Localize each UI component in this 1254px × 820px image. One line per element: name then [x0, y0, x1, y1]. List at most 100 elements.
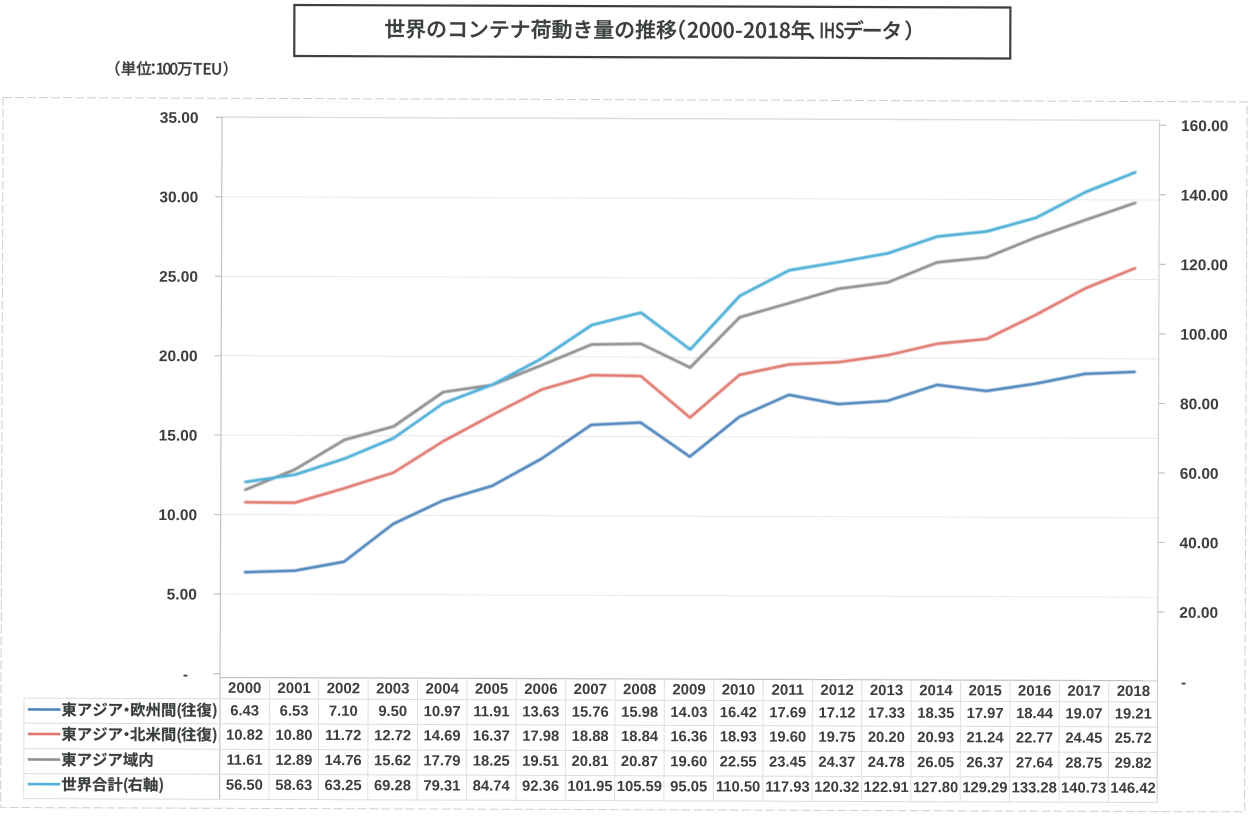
svg-text:29.82: 29.82: [1115, 756, 1152, 772]
svg-text:15.98: 15.98: [621, 705, 658, 721]
svg-text:2014: 2014: [919, 682, 953, 699]
svg-text:20.81: 20.81: [572, 754, 609, 770]
svg-text:18.88: 18.88: [572, 729, 609, 745]
svg-text:27.64: 27.64: [1016, 755, 1054, 771]
svg-text:140.00: 140.00: [1181, 188, 1228, 205]
svg-text:2015: 2015: [969, 682, 1002, 699]
svg-text:2001: 2001: [277, 680, 310, 697]
svg-text:12.72: 12.72: [374, 728, 411, 744]
svg-text:2013: 2013: [870, 682, 903, 699]
svg-text:15.62: 15.62: [374, 753, 411, 769]
svg-text:2002: 2002: [327, 680, 360, 697]
svg-text:17.69: 17.69: [769, 705, 806, 721]
svg-text:14.69: 14.69: [424, 728, 461, 744]
svg-text:10.80: 10.80: [275, 728, 312, 744]
svg-text:63.25: 63.25: [325, 778, 362, 794]
svg-text:12.89: 12.89: [275, 753, 312, 769]
svg-text:2004: 2004: [426, 680, 460, 697]
svg-text:110.50: 110.50: [716, 779, 761, 795]
svg-text:127.80: 127.80: [913, 780, 958, 796]
svg-text:24.78: 24.78: [868, 755, 905, 771]
svg-text:117.93: 117.93: [765, 780, 810, 796]
svg-text:20.93: 20.93: [917, 730, 954, 746]
svg-text:28.75: 28.75: [1065, 756, 1102, 772]
svg-text:24.37: 24.37: [818, 755, 855, 771]
svg-text:19.75: 19.75: [818, 730, 855, 746]
svg-text:146.42: 146.42: [1110, 781, 1155, 797]
svg-text:19.60: 19.60: [670, 754, 707, 770]
svg-text:35.00: 35.00: [160, 110, 199, 127]
svg-text:69.28: 69.28: [374, 778, 411, 794]
svg-text:18.93: 18.93: [720, 729, 757, 745]
svg-text:22.55: 22.55: [720, 754, 757, 770]
svg-text:56.50: 56.50: [226, 778, 263, 794]
svg-text:84.74: 84.74: [473, 779, 511, 795]
svg-text:17.97: 17.97: [967, 706, 1004, 722]
svg-text:5.00: 5.00: [167, 586, 197, 603]
svg-text:80.00: 80.00: [1180, 396, 1219, 413]
svg-text:20.00: 20.00: [159, 348, 198, 365]
svg-text:6.53: 6.53: [280, 704, 309, 720]
svg-text:79.31: 79.31: [423, 778, 460, 794]
svg-text:18.44: 18.44: [1016, 706, 1054, 722]
svg-text:2012: 2012: [820, 682, 853, 699]
svg-text:14.03: 14.03: [670, 705, 707, 721]
svg-text:60.00: 60.00: [1180, 466, 1219, 483]
svg-text:129.29: 129.29: [962, 780, 1007, 796]
svg-text:7.10: 7.10: [329, 704, 358, 720]
svg-text:15.00: 15.00: [159, 428, 198, 445]
svg-text:2010: 2010: [722, 682, 755, 699]
svg-text:92.36: 92.36: [522, 779, 559, 795]
svg-text:25.00: 25.00: [159, 269, 198, 286]
svg-text:120.00: 120.00: [1180, 257, 1227, 274]
svg-text:23.45: 23.45: [769, 755, 806, 771]
svg-text:13.63: 13.63: [522, 704, 559, 720]
svg-text:40.00: 40.00: [1180, 535, 1219, 552]
svg-text:2007: 2007: [574, 681, 607, 698]
svg-text:11.61: 11.61: [226, 753, 262, 769]
svg-text:20.87: 20.87: [621, 754, 658, 770]
svg-text:17.12: 17.12: [819, 705, 856, 721]
svg-text:19.21: 19.21: [1115, 706, 1152, 722]
svg-text:2003: 2003: [376, 680, 409, 697]
svg-text:25.72: 25.72: [1115, 731, 1152, 747]
svg-text:105.59: 105.59: [617, 779, 662, 795]
svg-text:9.50: 9.50: [378, 704, 407, 720]
svg-text:30.00: 30.00: [159, 189, 198, 206]
svg-text:26.37: 26.37: [966, 755, 1003, 771]
svg-text:14.76: 14.76: [325, 753, 362, 769]
svg-text:2008: 2008: [623, 681, 656, 698]
svg-text:-: -: [1181, 675, 1186, 692]
svg-text:2011: 2011: [772, 682, 805, 699]
svg-text:2016: 2016: [1018, 683, 1051, 700]
svg-text:16.36: 16.36: [670, 729, 707, 745]
svg-text:100.00: 100.00: [1180, 327, 1227, 344]
svg-text:21.24: 21.24: [967, 730, 1005, 746]
svg-text:17.79: 17.79: [423, 753, 460, 769]
svg-text:120.32: 120.32: [814, 780, 859, 796]
svg-text:22.77: 22.77: [1016, 730, 1053, 746]
svg-text:15.76: 15.76: [572, 705, 609, 721]
svg-text:19.07: 19.07: [1065, 706, 1102, 722]
svg-text:2006: 2006: [524, 681, 557, 698]
svg-text:122.91: 122.91: [864, 780, 909, 796]
svg-text:18.25: 18.25: [473, 754, 510, 770]
svg-text:160.00: 160.00: [1181, 118, 1228, 135]
svg-text:2005: 2005: [475, 681, 508, 698]
svg-text:18.84: 18.84: [621, 729, 659, 745]
svg-text:17.98: 17.98: [522, 729, 559, 745]
svg-text:18.35: 18.35: [917, 706, 954, 722]
svg-text:17.33: 17.33: [868, 706, 905, 722]
svg-text:19.51: 19.51: [522, 754, 559, 770]
svg-text:11.91: 11.91: [473, 704, 509, 720]
svg-text:2009: 2009: [672, 681, 705, 698]
svg-text:95.05: 95.05: [670, 779, 707, 795]
svg-text:16.37: 16.37: [473, 729, 510, 745]
svg-text:19.60: 19.60: [769, 730, 806, 746]
svg-text:6.43: 6.43: [230, 703, 259, 719]
svg-text:10.82: 10.82: [226, 728, 263, 744]
svg-text:20.20: 20.20: [868, 730, 905, 746]
svg-text:24.45: 24.45: [1065, 731, 1102, 747]
svg-text:58.63: 58.63: [275, 778, 312, 794]
svg-text:133.28: 133.28: [1012, 780, 1057, 796]
